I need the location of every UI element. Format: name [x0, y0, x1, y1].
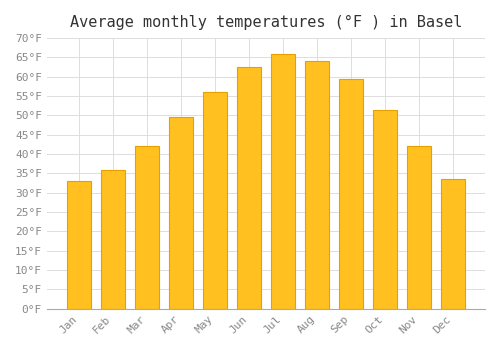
- Bar: [373, 110, 397, 309]
- Bar: [407, 146, 431, 309]
- Bar: [237, 67, 261, 309]
- Bar: [271, 54, 295, 309]
- Bar: [305, 61, 329, 309]
- Bar: [135, 146, 158, 309]
- Bar: [339, 79, 363, 309]
- Bar: [442, 179, 465, 309]
- Bar: [169, 117, 192, 309]
- Title: Average monthly temperatures (°F ) in Basel: Average monthly temperatures (°F ) in Ba…: [70, 15, 462, 30]
- Bar: [101, 169, 124, 309]
- Bar: [67, 181, 90, 309]
- Bar: [203, 92, 227, 309]
